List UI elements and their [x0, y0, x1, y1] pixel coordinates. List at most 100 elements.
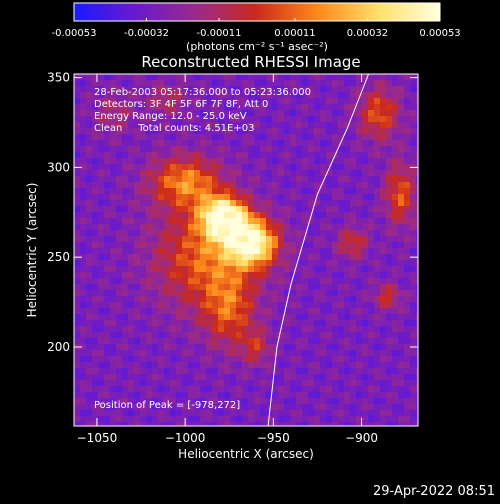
- heatmap-cell: [194, 206, 200, 212]
- heatmap-cell: [140, 332, 146, 338]
- heatmap-cell: [146, 92, 152, 98]
- heatmap-cell: [236, 182, 242, 188]
- heatmap-cell: [80, 152, 86, 158]
- heatmap-cell: [146, 332, 152, 338]
- heatmap-cell: [182, 104, 188, 110]
- heatmap-cell: [116, 284, 122, 290]
- heatmap-cell: [296, 422, 302, 426]
- heatmap-cell: [74, 314, 80, 320]
- heatmap-cell: [206, 332, 212, 338]
- heatmap-cell: [92, 92, 98, 98]
- heatmap-cell: [284, 152, 290, 158]
- heatmap-cell: [392, 326, 398, 332]
- heatmap-cell: [302, 392, 308, 398]
- heatmap-cell: [260, 206, 266, 212]
- heatmap-cell: [122, 110, 128, 116]
- heatmap-cell: [302, 326, 308, 332]
- heatmap-cell: [92, 98, 98, 104]
- heatmap-cell: [272, 188, 278, 194]
- heatmap-cell: [380, 332, 386, 338]
- heatmap-cell: [380, 392, 386, 398]
- heatmap-cell: [266, 200, 272, 206]
- heatmap-cell: [356, 386, 362, 392]
- heatmap-cell: [122, 344, 128, 350]
- heatmap-cell: [338, 218, 344, 224]
- heatmap-cell: [170, 104, 176, 110]
- heatmap-cell: [242, 404, 248, 410]
- heatmap-cell: [164, 86, 170, 92]
- heatmap-cell: [290, 368, 296, 374]
- heatmap-cell: [194, 230, 200, 236]
- heatmap-cell: [164, 284, 170, 290]
- heatmap-cell: [272, 320, 278, 326]
- heatmap-cell: [224, 134, 230, 140]
- heatmap-cell: [206, 152, 212, 158]
- heatmap-cell: [182, 326, 188, 332]
- heatmap-cell: [116, 104, 122, 110]
- heatmap-cell: [374, 368, 380, 374]
- heatmap-cell: [260, 410, 266, 416]
- heatmap-cell: [92, 296, 98, 302]
- heatmap-cell: [410, 278, 416, 284]
- heatmap-cell: [206, 410, 212, 416]
- heatmap-cell: [170, 230, 176, 236]
- heatmap-cell: [368, 92, 374, 98]
- heatmap-cell: [164, 314, 170, 320]
- heatmap-cell: [278, 260, 284, 266]
- heatmap-cell: [242, 260, 248, 266]
- heatmap-cell: [116, 362, 122, 368]
- heatmap-cell: [158, 146, 164, 152]
- heatmap-cell: [104, 260, 110, 266]
- heatmap-cell: [200, 368, 206, 374]
- heatmap-cell: [122, 134, 128, 140]
- heatmap-cell: [386, 122, 392, 128]
- heatmap-cell: [218, 182, 224, 188]
- heatmap-cell: [326, 320, 332, 326]
- heatmap-cell: [80, 218, 86, 224]
- heatmap-cell: [392, 146, 398, 152]
- heatmap-cell: [200, 320, 206, 326]
- heatmap-cell: [332, 254, 338, 260]
- heatmap-cell: [200, 122, 206, 128]
- heatmap-cell: [74, 104, 80, 110]
- heatmap-cell: [122, 368, 128, 374]
- heatmap-cell: [308, 116, 314, 122]
- heatmap-cell: [188, 236, 194, 242]
- heatmap-cell: [320, 404, 326, 410]
- heatmap-cell: [398, 350, 404, 356]
- heatmap-cell: [170, 248, 176, 254]
- heatmap-cell: [392, 116, 398, 122]
- heatmap-cell: [326, 416, 332, 422]
- heatmap-cell: [314, 152, 320, 158]
- heatmap-cell: [398, 398, 404, 404]
- heatmap-cell: [368, 230, 374, 236]
- heatmap-cell: [224, 98, 230, 104]
- heatmap-cell: [206, 308, 212, 314]
- heatmap-cell: [386, 380, 392, 386]
- heatmap-cell: [170, 290, 176, 296]
- heatmap-cell: [164, 188, 170, 194]
- heatmap-cell: [134, 188, 140, 194]
- heatmap-cell: [248, 332, 254, 338]
- heatmap-cell: [140, 302, 146, 308]
- heatmap-cell: [122, 104, 128, 110]
- heatmap-cell: [152, 290, 158, 296]
- heatmap-cell: [116, 398, 122, 404]
- heatmap-cell: [386, 128, 392, 134]
- heatmap-cell: [290, 206, 296, 212]
- heatmap-cell: [248, 284, 254, 290]
- heatmap-cell: [416, 422, 418, 426]
- heatmap-cell: [314, 242, 320, 248]
- heatmap-cell: [152, 302, 158, 308]
- heatmap-cell: [290, 362, 296, 368]
- heatmap-cell: [302, 110, 308, 116]
- heatmap-cell: [146, 74, 152, 80]
- heatmap-cell: [260, 278, 266, 284]
- heatmap-cell: [182, 308, 188, 314]
- heatmap-cell: [248, 92, 254, 98]
- heatmap-cell: [308, 320, 314, 326]
- heatmap-cell: [338, 188, 344, 194]
- heatmap-cell: [272, 296, 278, 302]
- heatmap-cell: [362, 116, 368, 122]
- heatmap-cell: [170, 350, 176, 356]
